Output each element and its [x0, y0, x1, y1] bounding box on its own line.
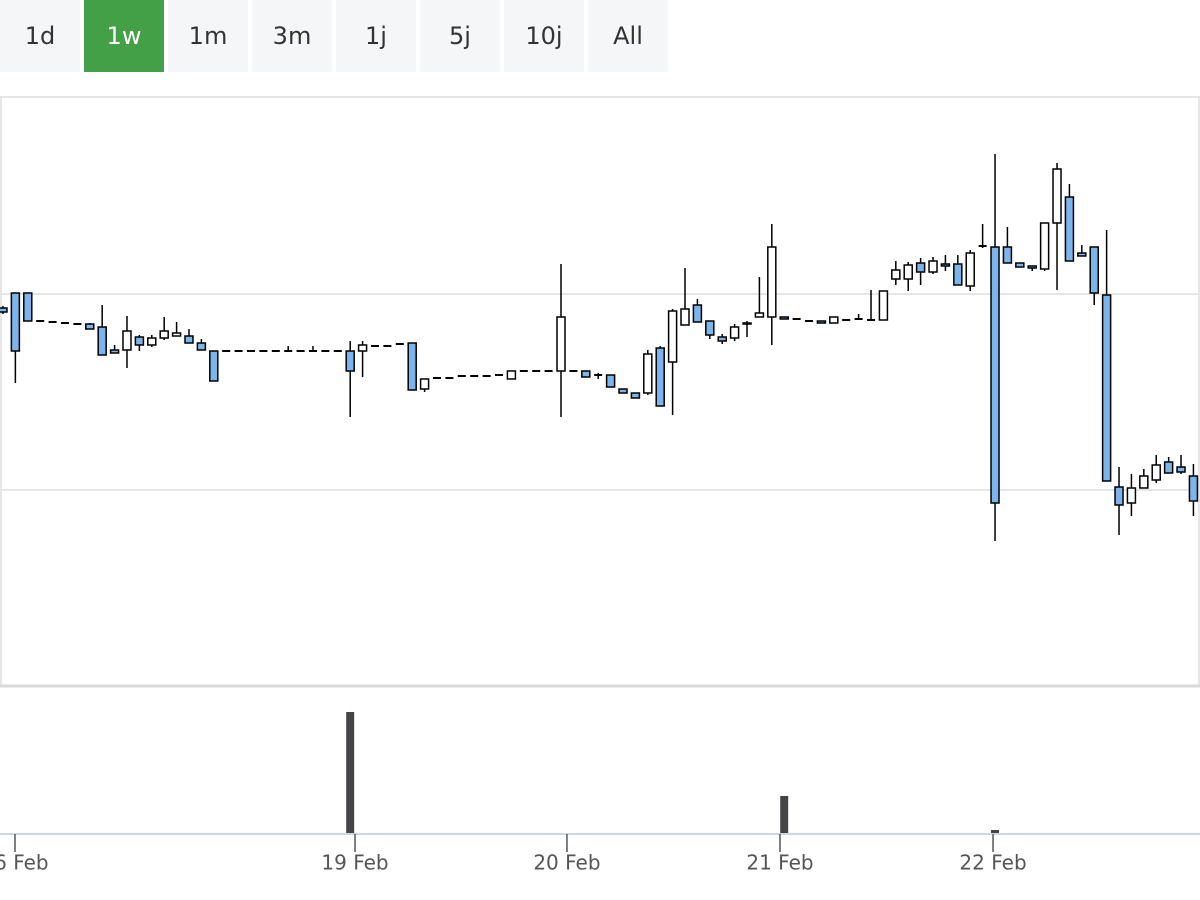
volume-bar [346, 712, 355, 833]
candle-body [1052, 168, 1062, 224]
candle-body [1039, 222, 1050, 270]
candle-body [506, 370, 517, 380]
candle-body [1002, 246, 1013, 264]
range-button[interactable]: 1w [84, 0, 164, 72]
range-button[interactable]: 1d [0, 0, 80, 72]
candle-body [171, 332, 182, 337]
candle-body [97, 326, 107, 356]
candle-body [618, 388, 628, 394]
candle-body [915, 262, 926, 273]
candle-body [779, 316, 789, 320]
candle-body [419, 378, 430, 390]
candle-body [159, 330, 169, 339]
candle-body [1064, 196, 1075, 262]
candle-body [643, 353, 653, 394]
candle-body [940, 263, 951, 267]
candle-body [1176, 466, 1186, 473]
candle-body [928, 260, 938, 273]
candle-body [965, 252, 975, 287]
candle-body [878, 290, 889, 321]
candle-body [1027, 265, 1037, 269]
candle-body [134, 336, 145, 346]
range-button[interactable]: 1j [336, 0, 416, 72]
x-tick-label: 21 Feb [746, 851, 813, 875]
range-button[interactable]: 1m [168, 0, 248, 72]
candle-body [630, 392, 641, 399]
range-button[interactable]: All [588, 0, 668, 72]
candle-body [1188, 475, 1199, 502]
candle-body [1139, 475, 1149, 489]
candle-body [667, 310, 678, 363]
volume-bar [991, 830, 1000, 833]
x-tick-label: 22 Feb [959, 851, 1026, 875]
candle-body [903, 264, 913, 280]
candle-body [705, 320, 715, 336]
candle-body [581, 370, 591, 378]
candle-body [196, 342, 207, 351]
candle-body [829, 316, 839, 324]
candle-body [729, 326, 740, 339]
candle-body [891, 269, 901, 280]
candle-body [0, 307, 8, 313]
candle-body [680, 308, 690, 326]
x-tick-label: 16 Feb [0, 851, 49, 875]
volume-bar [780, 796, 789, 833]
candle-body [754, 312, 765, 318]
candle-body [85, 323, 95, 330]
candle-body [816, 320, 827, 324]
candle-body [109, 349, 120, 354]
candle-body [10, 292, 21, 352]
candle-body [1077, 252, 1087, 257]
candle-body [990, 246, 1000, 504]
candle-body [605, 374, 616, 388]
candle-body [556, 316, 566, 372]
candle-body [1114, 486, 1124, 506]
candle-body [1126, 487, 1137, 504]
x-tick-label: 19 Feb [321, 851, 388, 875]
candle-body [1101, 294, 1112, 482]
candle-body [1151, 464, 1161, 481]
candle-body [184, 335, 194, 344]
range-button[interactable]: 3m [252, 0, 332, 72]
candle-body [147, 337, 157, 346]
candle-body [23, 292, 33, 322]
candle-body [407, 342, 417, 391]
candle-body [1015, 262, 1025, 268]
x-tick-label: 20 Feb [533, 851, 600, 875]
candle-body [357, 344, 368, 352]
candle-body [209, 350, 219, 382]
candle-body [1089, 246, 1099, 294]
candle-body [345, 350, 355, 372]
candle-body [742, 322, 752, 325]
candle-body [767, 246, 777, 318]
candle-body [655, 347, 665, 407]
candle-body [717, 336, 727, 342]
plot-border [0, 96, 1200, 687]
range-button[interactable]: 10j [504, 0, 584, 72]
range-button[interactable]: 5j [420, 0, 500, 72]
candle-body [1163, 461, 1174, 474]
candle-body [692, 304, 703, 323]
candle-body [122, 330, 132, 351]
candle-body [953, 263, 963, 286]
